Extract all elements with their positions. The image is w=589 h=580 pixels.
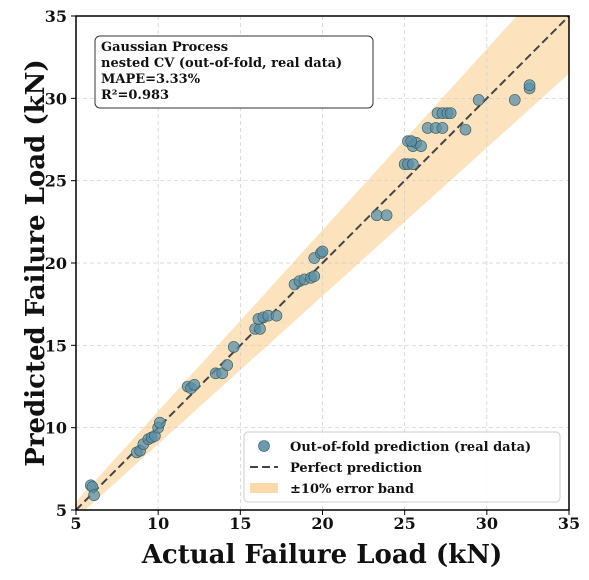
annotation-line: R²=0.983 — [101, 88, 169, 103]
point — [459, 123, 472, 136]
y-tick-label: 5 — [56, 501, 67, 520]
legend-label: ±10% error band — [290, 482, 414, 497]
annotation-line: nested CV (out-of-fold, real data) — [101, 56, 342, 71]
x-tick-label: 20 — [311, 514, 333, 533]
y-tick-label: 10 — [45, 419, 67, 438]
point — [316, 245, 329, 258]
y-tick-label: 25 — [45, 172, 67, 191]
point — [221, 359, 233, 371]
legend-label: Perfect prediction — [290, 461, 423, 476]
y-axis-label: Predicted Failure Load (kN) — [21, 59, 51, 466]
y-tick-label: 20 — [45, 254, 67, 273]
point — [405, 135, 418, 147]
point — [508, 94, 521, 106]
point — [154, 416, 166, 429]
y-tick-label: 15 — [45, 336, 67, 355]
point — [523, 79, 536, 91]
y-tick-label: 30 — [45, 89, 67, 108]
point — [308, 270, 321, 282]
point — [227, 341, 240, 353]
point — [472, 94, 485, 106]
legend-marker — [258, 440, 270, 452]
legend-marker — [250, 483, 278, 493]
plot-frame — [75, 15, 570, 511]
point — [254, 323, 266, 335]
annotation-box — [94, 35, 374, 109]
legend-label: Out-of-fold prediction (real data) — [290, 440, 531, 455]
point — [444, 107, 457, 119]
annotation-line: MAPE=3.33% — [101, 72, 201, 87]
point — [380, 209, 393, 222]
point — [407, 158, 419, 170]
x-tick-label: 30 — [476, 514, 498, 533]
x-tick-label: 5 — [70, 514, 81, 533]
x-tick-label: 35 — [558, 514, 580, 533]
y-tick-label: 35 — [45, 7, 67, 26]
point — [88, 489, 100, 501]
point — [188, 379, 201, 391]
point — [370, 209, 383, 222]
point — [270, 309, 283, 322]
point — [415, 140, 427, 152]
x-tick-label: 25 — [394, 514, 416, 533]
legend-box — [243, 431, 561, 503]
x-tick-label: 15 — [229, 514, 251, 533]
annotation-line: Gaussian Process — [101, 40, 228, 55]
point — [436, 122, 449, 134]
x-tick-label: 10 — [147, 514, 169, 533]
x-axis-label: Actual Failure Load (kN) — [141, 540, 503, 570]
perfect-line — [76, 16, 569, 510]
